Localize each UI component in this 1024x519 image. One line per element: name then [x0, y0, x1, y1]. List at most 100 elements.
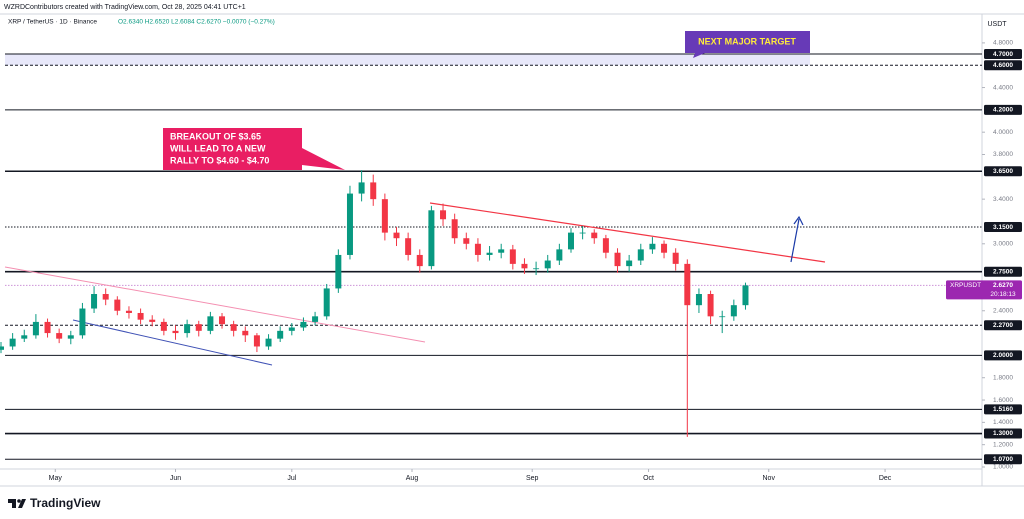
candle-body: [405, 238, 412, 255]
callout-text: BREAKOUT OF $3.65: [170, 131, 261, 141]
y-tick-label: 4.8000: [993, 40, 1013, 47]
trend-line: [429, 202, 826, 263]
level-label: 4.7000: [993, 51, 1013, 58]
level-label: 2.7500: [993, 268, 1013, 275]
candle-body: [137, 312, 144, 320]
candle-body: [474, 243, 481, 255]
candle-body: [661, 243, 668, 253]
candle-body: [742, 285, 749, 306]
level-label: 3.1500: [993, 224, 1013, 231]
candle-body: [416, 254, 423, 267]
candle-body: [567, 232, 574, 250]
candle-body: [498, 249, 505, 253]
candle-body: [521, 263, 528, 269]
level-label-box: [984, 104, 1022, 115]
candle-body: [149, 319, 156, 322]
candle-body: [614, 252, 621, 267]
y-tick-label: 4.4000: [993, 84, 1013, 91]
candle-body: [335, 254, 342, 289]
level-label: 1.5160: [993, 406, 1013, 413]
ohlc: O2.6340 H2.6520 L2.6084 C2.6270 −0.0070 …: [118, 19, 275, 26]
candle-body: [695, 294, 702, 306]
y-tick-label: 1.6000: [993, 397, 1013, 404]
candle-body: [230, 324, 237, 331]
candles: [0, 170, 749, 437]
level-label-box: [984, 222, 1022, 233]
candle-body: [672, 252, 679, 264]
candle-body: [486, 252, 493, 255]
candle-body: [56, 333, 63, 339]
brand: TradingView: [30, 496, 101, 510]
level-label: 1.3000: [993, 430, 1013, 437]
y-tick-label: 2.4000: [993, 307, 1013, 314]
candle-body: [125, 310, 132, 313]
last-price-box: [946, 280, 1022, 300]
plot-layer: [5, 53, 982, 460]
callout-box: [163, 128, 345, 170]
x-tick-label: Dec: [879, 475, 892, 482]
y-tick-label: 1.8000: [993, 374, 1013, 381]
candle-body: [79, 308, 86, 336]
level-label-box: [984, 60, 1022, 71]
candle-body: [312, 316, 319, 322]
drawings: [4, 202, 826, 366]
logo: TradingView: [8, 496, 101, 510]
x-tick-label: Oct: [643, 475, 654, 482]
candle-body: [393, 232, 400, 239]
countdown: 20:18:13: [990, 291, 1016, 298]
candle-body: [579, 232, 586, 234]
level-label: 2.0000: [993, 352, 1013, 359]
level-label-box: [984, 404, 1022, 415]
candle-body: [544, 260, 551, 269]
x-tick-label: Nov: [763, 475, 776, 482]
candle-body: [160, 321, 167, 331]
level-label: 2.2700: [993, 322, 1013, 329]
x-tick-label: Sep: [526, 475, 539, 482]
candle-body: [300, 321, 307, 328]
candle-body: [44, 321, 51, 334]
candle-body: [288, 327, 295, 331]
candle-body: [32, 321, 39, 336]
candle-body: [509, 249, 516, 264]
candle-body: [91, 294, 98, 309]
candle-body: [626, 260, 633, 267]
breakout-callout: BREAKOUT OF $3.65 WILL LEAD TO A NEW RAL…: [163, 128, 345, 170]
logo-icon: [17, 499, 21, 503]
candle-body: [637, 249, 644, 261]
callout-text: WILL LEAD TO A NEW: [170, 143, 266, 153]
y-tick-label: 3.4000: [993, 196, 1013, 203]
callout-text: RALLY TO $4.60 - $4.70: [170, 155, 269, 165]
candle-body: [172, 330, 179, 334]
candle-body: [602, 238, 609, 253]
candle-body: [265, 338, 272, 347]
level-label-box: [984, 454, 1022, 465]
candle-body: [195, 324, 202, 331]
logo-icon: [8, 499, 26, 508]
candle-body: [591, 232, 598, 239]
candle-body: [184, 324, 191, 334]
x-tick-label: Aug: [406, 475, 419, 482]
credit: WZRDContributors created with TradingVie…: [4, 4, 246, 11]
candle-body: [323, 288, 330, 317]
callout-text: NEXT MAJOR TARGET: [698, 36, 796, 46]
trend-line: [72, 319, 273, 366]
candle-body: [277, 330, 284, 339]
level-label-box: [984, 266, 1022, 277]
level-label: 4.6000: [993, 62, 1013, 69]
level-label: 3.6500: [993, 168, 1013, 175]
arrow: [790, 218, 800, 263]
candle-body: [102, 294, 109, 300]
candle-body: [207, 316, 214, 331]
candle-body: [719, 316, 726, 318]
trend-line: [4, 266, 426, 343]
candle-body: [219, 316, 226, 325]
candle-body: [9, 338, 16, 347]
candle-body: [556, 249, 563, 261]
level-label-box: [984, 320, 1022, 331]
candle-body: [707, 294, 714, 317]
candle-body: [253, 335, 260, 347]
candle-body: [440, 210, 447, 220]
level-label-box: [984, 166, 1022, 177]
